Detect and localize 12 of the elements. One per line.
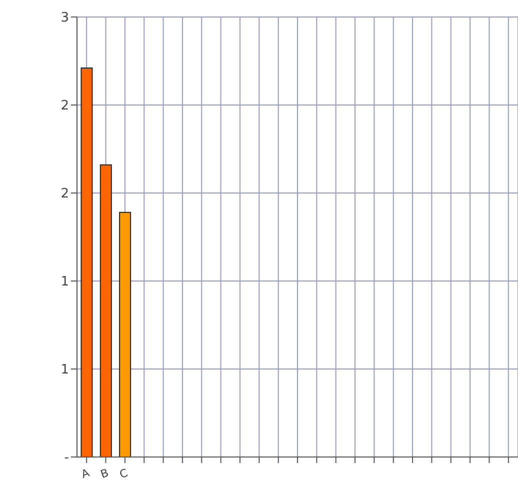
y-tick-label: 2: [60, 186, 69, 202]
x-tick-label: B: [98, 466, 110, 482]
bar: [80, 68, 93, 457]
x-tick-label: C: [118, 466, 130, 482]
y-tick-label: 2: [60, 98, 69, 114]
y-tick-label: 1: [60, 274, 69, 290]
y-tick-label: 1: [60, 362, 69, 378]
bar: [119, 212, 132, 457]
y-tick-label: 3: [60, 10, 69, 26]
y-tick-label: -: [64, 450, 70, 466]
x-tick-label: A: [80, 466, 92, 482]
bar: [100, 164, 112, 457]
